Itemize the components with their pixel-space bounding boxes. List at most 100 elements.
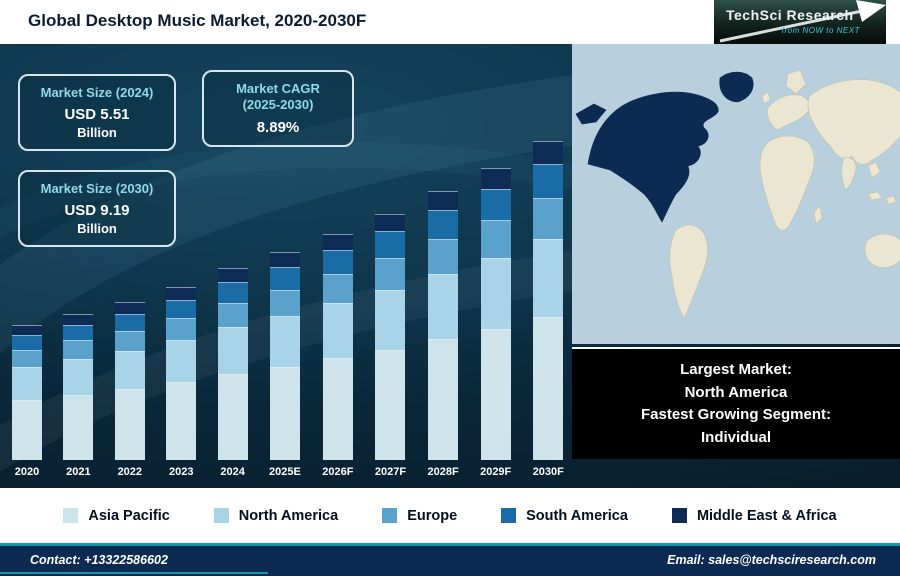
bar-column-2028f: 2028F [427, 128, 459, 480]
bar-segment-north-america [63, 359, 94, 395]
bar-segment-north-america [269, 316, 300, 367]
bar-segment-south-america [114, 313, 145, 331]
bar-segment-north-america [428, 273, 459, 340]
bar-segment-asia-pacific [375, 349, 406, 460]
contact-text: Contact: +13322586602 [30, 553, 168, 567]
bar-stack [375, 213, 406, 460]
bar-segment-asia-pacific [217, 373, 248, 460]
bar-column-2023: 2023 [166, 128, 197, 480]
bar-column-2027f: 2027F [375, 128, 406, 480]
x-axis-label: 2020 [14, 466, 40, 478]
x-axis-label: 2023 [168, 466, 194, 478]
bar-segment-europe [375, 257, 406, 290]
bar-segment-south-america [63, 324, 94, 341]
bar-segment-middle-east-africa [12, 325, 42, 336]
bar-segment-south-america [217, 282, 248, 303]
x-axis-label: 2022 [117, 466, 143, 478]
bar-segment-middle-east-africa [114, 302, 145, 314]
map-region-south-america [669, 224, 708, 319]
bar-segment-south-america [12, 335, 42, 350]
bar-segment-europe [533, 198, 564, 240]
bar-segment-europe [63, 340, 94, 359]
legend-label: North America [238, 507, 339, 524]
bar-segment-europe [428, 239, 459, 274]
bar-segment-middle-east-africa [480, 167, 511, 189]
bar-column-2025e: 2025E [269, 128, 301, 480]
stat-unit: Billion [77, 125, 117, 141]
bar-stack [166, 287, 197, 460]
map-region-india [841, 157, 857, 191]
bar-segment-asia-pacific [63, 394, 94, 460]
bar-chart: 2020 2021 2022 2023 2024 2025E 2026F 2027F 2028F… [12, 128, 564, 480]
map-region-scandinavia [785, 69, 807, 95]
footer-accent-line [0, 572, 268, 574]
x-axis-label: 2030F [532, 466, 564, 478]
world-map [572, 44, 900, 344]
bar-stack [114, 302, 145, 460]
stat-label-line2: (2025-2030) [242, 97, 314, 113]
bar-column-2021: 2021 [63, 128, 94, 480]
bar-segment-south-america [166, 299, 197, 319]
bar-stack [12, 325, 42, 460]
legend-item-north-america: North America [213, 507, 339, 524]
bar-segment-south-america [428, 210, 459, 240]
bar-segment-north-america [533, 239, 564, 317]
footer-bar: Contact: +13322586602 Email: sales@techs… [0, 543, 900, 576]
brand-logo: TechSci Research from NOW to NEXT [714, 0, 886, 44]
bar-segment-asia-pacific [269, 366, 300, 460]
stat-label: Market Size (2030) [40, 181, 154, 196]
bar-column-2030f: 2030F [533, 128, 564, 480]
map-region-se-asia [867, 161, 881, 179]
largest-market-label: Largest Market: [680, 361, 792, 378]
email-text: Email: sales@techsciresearch.com [667, 553, 876, 567]
bar-segment-north-america [322, 303, 353, 359]
bar-segment-europe [217, 302, 248, 328]
bar-stack [63, 314, 94, 460]
header-bar: Global Desktop Music Market, 2020-2030F … [0, 0, 900, 44]
map-region-asia [807, 79, 900, 165]
stat-box-cagr: Market CAGR (2025-2030) 8.89% [202, 70, 354, 147]
bar-segment-europe [166, 318, 197, 341]
bar-segment-europe [114, 330, 145, 352]
bar-column-2026f: 2026F [322, 128, 353, 480]
fastest-segment-label: Fastest Growing Segment: [640, 406, 832, 423]
bar-segment-north-america [114, 351, 145, 390]
bar-segment-middle-east-africa [63, 314, 94, 325]
x-axis-label: 2021 [66, 466, 91, 478]
x-axis-label: 2028F [427, 466, 459, 478]
map-region-north-america [587, 91, 719, 223]
stat-box-market-size-2024: Market Size (2024) USD 5.51 Billion [18, 74, 176, 152]
map-region-indonesia-2 [885, 195, 897, 205]
stat-unit: Billion [77, 221, 117, 237]
bar-segment-middle-east-africa [217, 268, 248, 283]
bar-segment-middle-east-africa [375, 213, 406, 232]
x-axis-label: 2025E [269, 466, 301, 478]
bar-segment-south-america [269, 267, 300, 290]
legend: Asia Pacific North America Europe South Ame… [0, 488, 900, 543]
map-region-australia [864, 233, 900, 268]
bar-segment-asia-pacific [166, 382, 197, 460]
bar-segment-north-america [166, 340, 197, 383]
x-axis-label: 2026F [322, 466, 354, 478]
bar-column-2022: 2022 [114, 128, 145, 480]
bar-segment-north-america [217, 327, 248, 374]
legend-label: Middle East & Africa [696, 507, 837, 524]
bar-segment-middle-east-africa [166, 287, 197, 300]
logo-text: TechSci Research [726, 7, 854, 23]
arrow-icon [719, 0, 886, 43]
legend-label: South America [526, 507, 628, 524]
largest-market-value: North America [684, 383, 788, 401]
bar-segment-asia-pacific [322, 358, 353, 460]
bar-segment-europe [322, 274, 353, 304]
bar-segment-asia-pacific [114, 389, 145, 460]
bar-segment-europe [480, 219, 511, 258]
bar-segment-middle-east-africa [533, 141, 564, 164]
legend-swatch [382, 508, 398, 523]
bar-column-2020: 2020 [12, 128, 42, 480]
bar-segment-asia-pacific [533, 316, 564, 460]
legend-swatch [213, 508, 229, 523]
bar-segment-south-america [533, 163, 564, 199]
legend-label: Asia Pacific [88, 507, 170, 524]
x-axis-label: 2029F [480, 466, 512, 478]
